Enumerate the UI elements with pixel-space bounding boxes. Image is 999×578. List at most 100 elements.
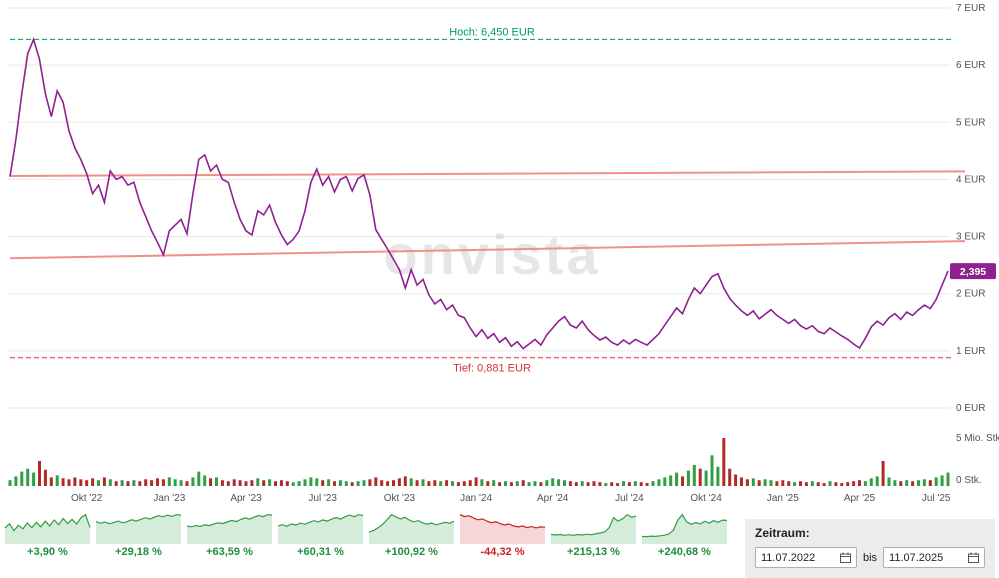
volume-bar xyxy=(73,477,77,486)
volume-bar xyxy=(256,478,260,486)
sparkline-area xyxy=(5,514,90,544)
volume-axis-label: 5 Mio. Stk. xyxy=(956,433,999,444)
volume-bar xyxy=(338,480,342,486)
period-thumbnail[interactable]: +3,90 % xyxy=(3,509,92,558)
volume-bar xyxy=(297,481,301,486)
period-thumbnail[interactable]: +240,68 % xyxy=(640,509,729,558)
period-thumbnail[interactable]: +60,31 % xyxy=(276,509,365,558)
volume-bar xyxy=(309,477,313,486)
sparkline-line xyxy=(641,513,728,538)
calendar-icon[interactable] xyxy=(968,552,979,563)
volume-bar xyxy=(344,481,348,486)
volume-bar xyxy=(179,480,183,486)
volume-bar xyxy=(840,483,844,486)
volume-bar xyxy=(515,481,519,486)
volume-bar xyxy=(197,471,201,486)
period-thumbnail[interactable]: +29,18 % xyxy=(94,509,183,558)
volume-bar xyxy=(456,482,460,486)
volume-bar xyxy=(828,481,832,486)
sparkline-area xyxy=(369,514,454,544)
volume-bar xyxy=(745,479,749,486)
volume-bar xyxy=(368,479,372,486)
date-to-value: 11.07.2025 xyxy=(889,551,944,564)
period-thumbnail[interactable]: -44,32 % xyxy=(458,509,547,558)
x-axis-label: Apr '23 xyxy=(230,493,262,504)
volume-bar xyxy=(415,480,419,486)
period-thumbnail[interactable]: +215,13 % xyxy=(549,509,638,558)
volume-bar xyxy=(610,482,614,486)
volume-bar xyxy=(698,468,702,486)
period-performance-label: +60,31 % xyxy=(297,546,344,558)
trend-line xyxy=(9,170,966,177)
volume-bar xyxy=(551,478,555,486)
volume-bar xyxy=(533,481,537,486)
volume-bar xyxy=(327,479,331,486)
volume-bar xyxy=(934,477,938,486)
volume-bar xyxy=(61,478,65,486)
volume-bar xyxy=(462,481,466,486)
period-performance-label: +100,92 % xyxy=(385,546,438,558)
volume-bar xyxy=(474,477,478,486)
x-axis-label: Apr '25 xyxy=(844,493,876,504)
volume-bar xyxy=(763,479,767,486)
volume-bar xyxy=(132,480,136,486)
price-chart[interactable]: 7 EUR 6 EUR 5 EUR 4 EUR 3 EUR 2 EUR 1 EUR 0 EUR… xyxy=(0,0,999,505)
volume-bar xyxy=(433,480,437,486)
y-axis-label: 1 EUR xyxy=(956,346,985,357)
volume-bar xyxy=(940,475,944,486)
date-from-input[interactable]: 11.07.2022 xyxy=(755,547,857,568)
volume-bar xyxy=(67,479,71,486)
sparkline-area xyxy=(96,514,181,544)
period-thumbnail[interactable]: +63,59 % xyxy=(185,509,274,558)
volume-bar xyxy=(799,481,802,486)
volume-bar xyxy=(852,481,856,486)
volume-bar xyxy=(669,475,673,486)
calendar-icon[interactable] xyxy=(839,552,851,563)
volume-bar xyxy=(917,480,920,486)
y-axis-label: 2 EUR xyxy=(956,289,985,300)
volume-bar xyxy=(704,470,708,486)
volume-bar xyxy=(521,480,525,486)
volume-bar xyxy=(586,482,590,486)
volume-bar xyxy=(604,483,608,486)
x-axis-label: Okt '24 xyxy=(690,493,722,504)
volume-bar xyxy=(722,438,726,486)
volume-bar xyxy=(486,481,490,486)
volume-bar xyxy=(8,480,12,486)
x-axis-label: Jan '25 xyxy=(767,493,799,504)
period-thumbnail[interactable]: +100,92 % xyxy=(367,509,456,558)
date-to-input[interactable]: 11.07.2025 xyxy=(883,547,985,568)
volume-bar xyxy=(734,474,738,486)
volume-bar xyxy=(380,480,384,486)
x-axis-label: Okt '23 xyxy=(384,493,416,504)
period-performance-label: +29,18 % xyxy=(115,546,162,558)
volume-bar xyxy=(451,481,454,486)
x-axis-label: Jan '23 xyxy=(153,493,185,504)
x-axis-label: Jul '23 xyxy=(308,493,337,504)
volume-bar xyxy=(445,480,449,486)
date-range-row: 11.07.2022 bis 11.07.2025 xyxy=(755,547,985,568)
volume-bar xyxy=(285,481,289,486)
volume-bar xyxy=(816,482,820,486)
period-sparkline xyxy=(277,514,364,544)
volume-bar xyxy=(427,481,431,486)
sparkline-area xyxy=(460,514,545,544)
volume-axis-label: 0 Stk. xyxy=(956,475,982,486)
volume-bar xyxy=(409,478,413,486)
period-performance-label: -44,32 % xyxy=(480,546,525,558)
volume-bar xyxy=(468,480,472,486)
volume-bar xyxy=(899,481,903,486)
volume-bar xyxy=(928,480,932,486)
volume-bar xyxy=(191,477,195,486)
volume-bar xyxy=(480,479,484,486)
zeitraum-label: Zeitraum: xyxy=(755,526,810,540)
date-range-separator: bis xyxy=(862,551,878,564)
volume-bar xyxy=(144,479,148,486)
volume-bar xyxy=(651,481,655,486)
volume-bar xyxy=(167,477,171,486)
x-axis-label: Jan '24 xyxy=(460,493,492,504)
volume-bar xyxy=(120,480,124,486)
volume-bar xyxy=(557,479,561,486)
volume-bar xyxy=(126,481,130,486)
volume-bar xyxy=(509,482,513,486)
